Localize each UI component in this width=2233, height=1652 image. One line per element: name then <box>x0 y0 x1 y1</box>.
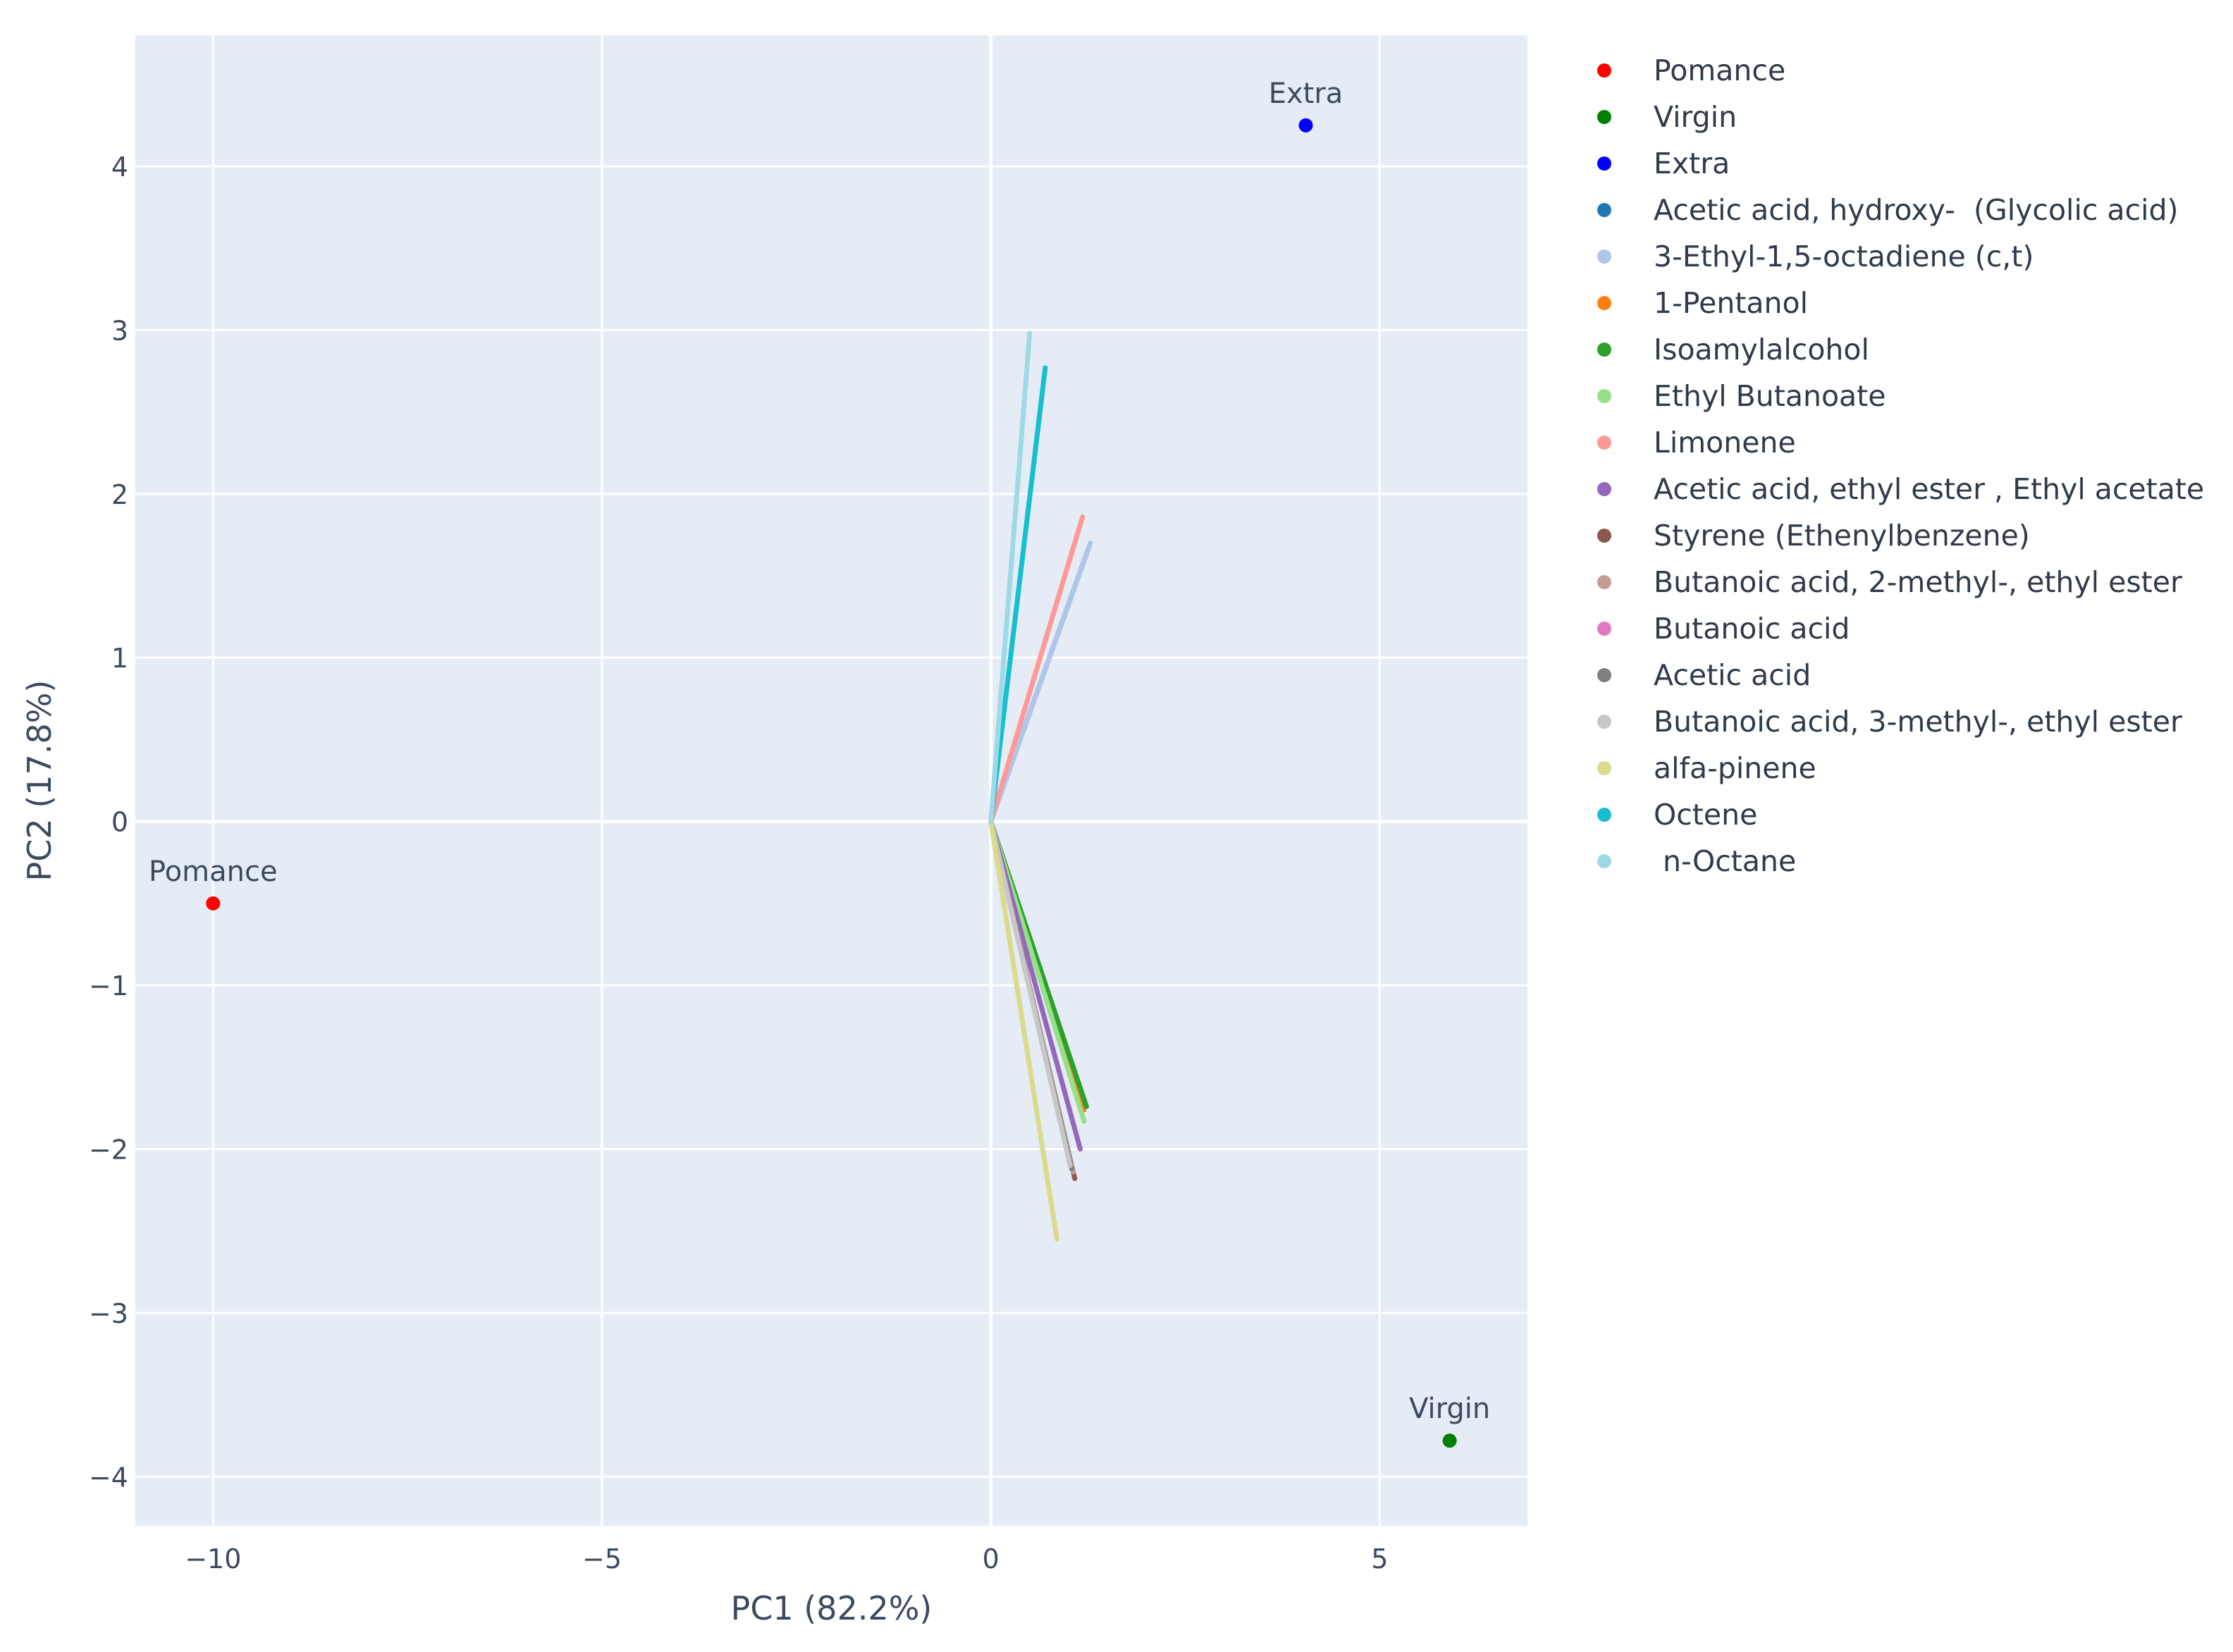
x-axis-title: PC1 (82.2%) <box>731 1589 933 1627</box>
loading-vector <box>988 331 1033 825</box>
legend-label: Limonene <box>1654 426 1796 460</box>
legend: Pomance Virgin Extra Acetic acid, hydroxy- … <box>1597 54 2204 878</box>
legend-marker <box>1597 203 1611 217</box>
loading-vector <box>988 819 1059 1242</box>
legend-label: Isoamylalcohol <box>1654 333 1869 366</box>
legend-label: Styrene (Ethenylbenzene) <box>1654 519 2030 553</box>
y-tick-label: 1 <box>111 643 128 674</box>
point-label: Virgin <box>1409 1393 1490 1425</box>
y-tick-label: 0 <box>111 807 128 838</box>
legend-label: 1-Pentanol <box>1654 286 1808 320</box>
y-tick-label: −1 <box>89 970 128 1001</box>
legend-marker <box>1597 622 1611 636</box>
legend-marker <box>1597 110 1611 124</box>
legend-marker <box>1597 249 1611 264</box>
sample-point <box>1442 1434 1457 1448</box>
legend-label: Acetic acid <box>1654 658 1811 692</box>
y-tick-label: 4 <box>111 152 128 183</box>
plot-background <box>135 35 1527 1526</box>
legend-marker <box>1597 63 1611 78</box>
y-tick-label: 3 <box>111 315 128 346</box>
legend-label: n-Octane <box>1654 844 1796 878</box>
legend-label: Octene <box>1654 798 1757 832</box>
legend-marker <box>1597 761 1611 775</box>
x-tick-label: 0 <box>983 1543 999 1574</box>
point-label: Extra <box>1269 78 1343 110</box>
legend-marker <box>1597 715 1611 729</box>
legend-marker <box>1597 482 1611 496</box>
legend-label: Virgin <box>1654 100 1737 134</box>
legend-label: Ethyl Butanoate <box>1654 379 1886 413</box>
legend-label: Butanoic acid, 2-methyl-, ethyl ester <box>1654 565 2182 599</box>
point-label: Pomance <box>149 856 278 888</box>
legend-marker <box>1597 296 1611 310</box>
y-axis-title: PC2 (17.8%) <box>20 680 59 882</box>
legend-marker <box>1597 575 1611 589</box>
legend-label: Acetic acid, hydroxy- (Glycolic acid) <box>1654 193 2179 227</box>
legend-label: Pomance <box>1654 54 1785 87</box>
legend-marker <box>1597 529 1611 543</box>
x-tick-label: 5 <box>1371 1543 1388 1574</box>
legend-label: 3-Ethyl-1,5-octadiene (c,t) <box>1654 240 2034 273</box>
sample-point <box>206 896 221 911</box>
y-tick-label: −2 <box>89 1134 128 1165</box>
legend-label: Acetic acid, ethyl ester , Ethyl acetate <box>1654 472 2204 506</box>
legend-marker <box>1597 156 1611 171</box>
loading-vector <box>988 540 1093 825</box>
y-tick-label: −3 <box>89 1298 128 1329</box>
loading-vector <box>988 514 1085 825</box>
y-tick-label: −4 <box>89 1462 128 1493</box>
grid-lines <box>135 35 1527 1526</box>
sample-point <box>1298 118 1313 132</box>
legend-marker <box>1597 389 1611 403</box>
legend-marker <box>1597 343 1611 357</box>
loading-vector <box>988 365 1048 825</box>
x-tick-label: −5 <box>582 1543 622 1574</box>
legend-label: Extra <box>1654 147 1730 180</box>
x-tick-label: −10 <box>185 1543 241 1574</box>
y-tick-label: 2 <box>111 479 128 510</box>
legend-label: Butanoic acid, 3-methyl-, ethyl ester <box>1654 705 2182 739</box>
sample-points: Pomance Virgin Extra <box>149 78 1490 1448</box>
legend-marker <box>1597 436 1611 450</box>
legend-label: alfa-pinene <box>1654 751 1816 785</box>
legend-label: Butanoic acid <box>1654 612 1850 646</box>
legend-marker <box>1597 808 1611 822</box>
legend-marker <box>1597 854 1611 868</box>
loading-vectors <box>988 331 1093 1242</box>
loading-vector <box>988 819 1073 1169</box>
legend-marker <box>1597 668 1611 682</box>
